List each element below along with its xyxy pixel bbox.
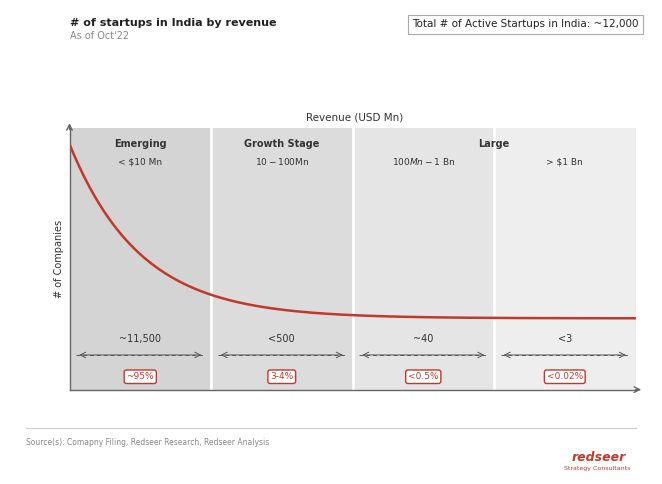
Text: 3-4%: 3-4% bbox=[270, 372, 293, 381]
Text: # of startups in India by revenue: # of startups in India by revenue bbox=[70, 18, 276, 29]
Text: As of Oct'22: As of Oct'22 bbox=[70, 31, 128, 42]
Y-axis label: # of Companies: # of Companies bbox=[54, 220, 64, 298]
Text: redseer: redseer bbox=[571, 451, 626, 464]
Text: < $10 Mn: < $10 Mn bbox=[118, 157, 162, 166]
Text: $ 100 Mn-$1 Bn: $ 100 Mn-$1 Bn bbox=[391, 156, 455, 167]
Text: <0.02%: <0.02% bbox=[547, 372, 583, 381]
Text: Source(s): Comapny Filing, Redseer Research, Redseer Analysis: Source(s): Comapny Filing, Redseer Resea… bbox=[26, 439, 269, 447]
Text: Total # of Active Startups in India: ~12,000: Total # of Active Startups in India: ~12… bbox=[412, 19, 639, 30]
Text: <0.5%: <0.5% bbox=[408, 372, 439, 381]
Text: Strategy Consultants: Strategy Consultants bbox=[564, 466, 630, 471]
Text: ~40: ~40 bbox=[413, 334, 434, 344]
Text: > $1 Bn: > $1 Bn bbox=[546, 157, 583, 166]
Text: Large: Large bbox=[479, 139, 510, 149]
Bar bbox=[352, 128, 494, 390]
Text: <500: <500 bbox=[269, 334, 295, 344]
Text: Emerging: Emerging bbox=[114, 139, 167, 149]
Bar bbox=[211, 128, 352, 390]
Text: ~95%: ~95% bbox=[126, 372, 154, 381]
Text: <3: <3 bbox=[557, 334, 572, 344]
Text: ~11,500: ~11,500 bbox=[119, 334, 162, 344]
Text: Growth Stage: Growth Stage bbox=[244, 139, 320, 149]
Text: $10-$100Mn: $10-$100Mn bbox=[255, 156, 309, 167]
Bar bbox=[494, 128, 636, 390]
Bar bbox=[70, 128, 211, 390]
Text: Revenue (USD Mn): Revenue (USD Mn) bbox=[306, 112, 402, 122]
